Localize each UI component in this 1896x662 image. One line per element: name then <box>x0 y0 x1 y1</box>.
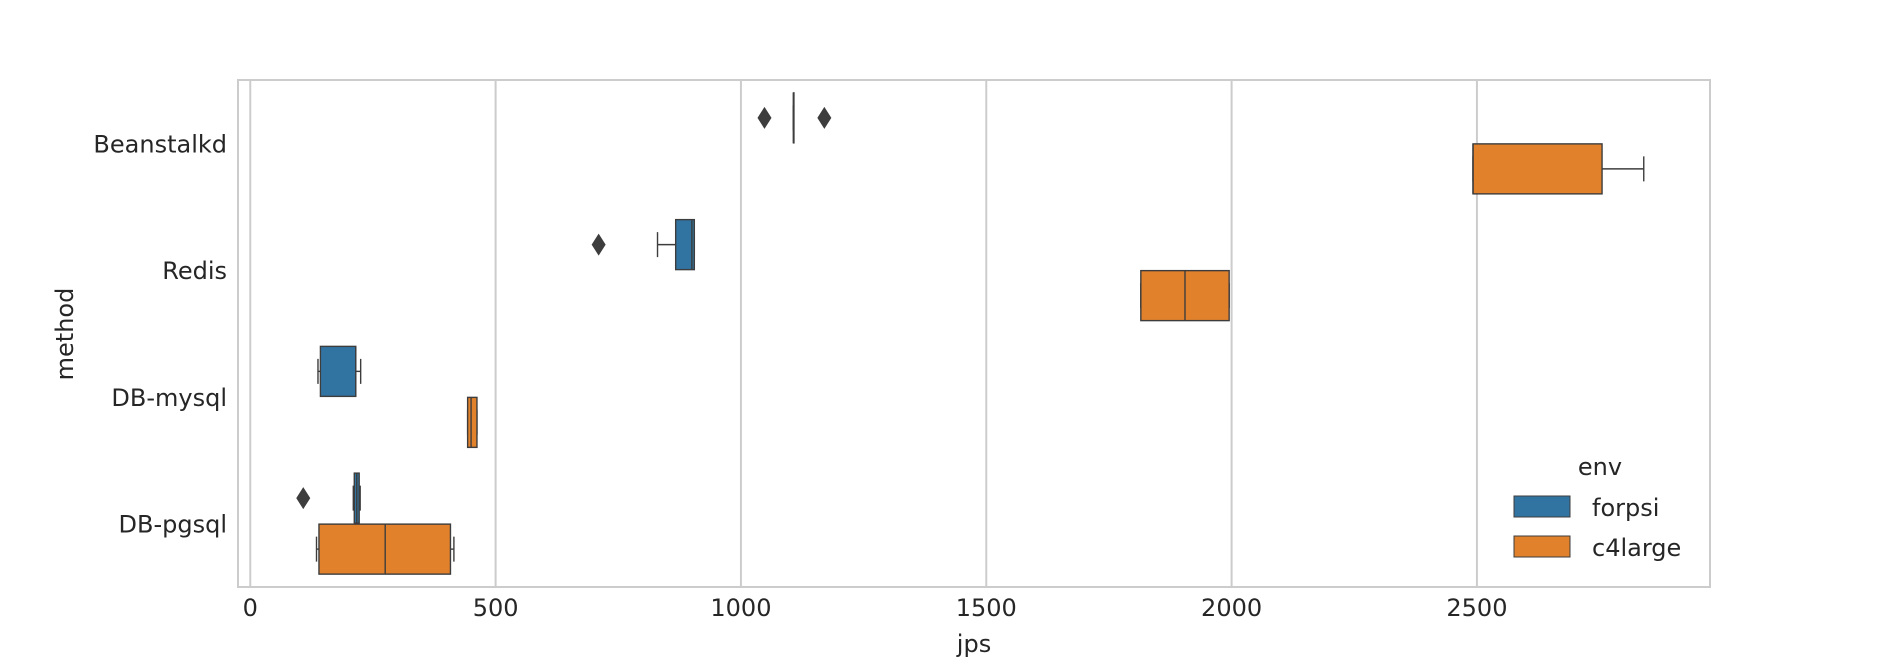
outlier-point <box>296 487 311 510</box>
legend-swatch-c4large <box>1513 535 1571 558</box>
box-redis-c4large <box>1140 269 1230 322</box>
boxes <box>296 92 1645 575</box>
box-beanstalkd-forpsi <box>757 92 832 144</box>
y-tick-label: Redis <box>162 257 227 285</box>
x-tick-labels: 0 500 1000 1500 2000 2500 <box>243 594 1508 622</box>
box-iqr <box>674 218 696 271</box>
x-tick-label: 0 <box>243 594 258 622</box>
x-tick-label: 2500 <box>1446 594 1507 622</box>
legend-label-forpsi: forpsi <box>1592 494 1659 522</box>
box-redis-forpsi <box>591 218 696 271</box>
x-tick-label: 1500 <box>956 594 1017 622</box>
y-axis-label: method <box>51 288 79 381</box>
outlier-point <box>817 106 832 129</box>
plot-frame <box>237 79 1711 588</box>
box-db-pgsql-forpsi <box>296 472 361 524</box>
outlier-point <box>591 233 606 256</box>
box-db-mysql-c4large <box>466 396 478 449</box>
box-iqr <box>1472 143 1603 195</box>
y-tick-label: Beanstalkd <box>93 130 227 158</box>
legend-label-c4large: c4large <box>1592 534 1681 562</box>
outlier-point <box>757 106 772 129</box>
legend-swatch-forpsi <box>1513 495 1571 518</box>
legend-title: env <box>1578 453 1622 481</box>
x-axis-label: jps <box>956 630 991 658</box>
box-db-pgsql-c4large <box>315 523 455 575</box>
box-iqr <box>466 396 478 449</box>
box-db-mysql-forpsi <box>317 345 362 398</box>
box-iqr <box>319 345 357 398</box>
plot-area <box>238 80 1710 587</box>
y-tick-label: DB-mysql <box>111 384 227 412</box>
grid-lines <box>249 80 1478 587</box>
x-tick-label: 500 <box>473 594 519 622</box>
x-tick-label: 1000 <box>710 594 771 622</box>
box-beanstalkd-c4large <box>1472 143 1645 195</box>
legend: env forpsi c4large <box>1513 453 1681 562</box>
y-tick-label: DB-pgsql <box>119 511 227 539</box>
y-tick-labels: Beanstalkd Redis DB-mysql DB-pgsql <box>93 130 227 538</box>
x-tick-label: 2000 <box>1201 594 1262 622</box>
